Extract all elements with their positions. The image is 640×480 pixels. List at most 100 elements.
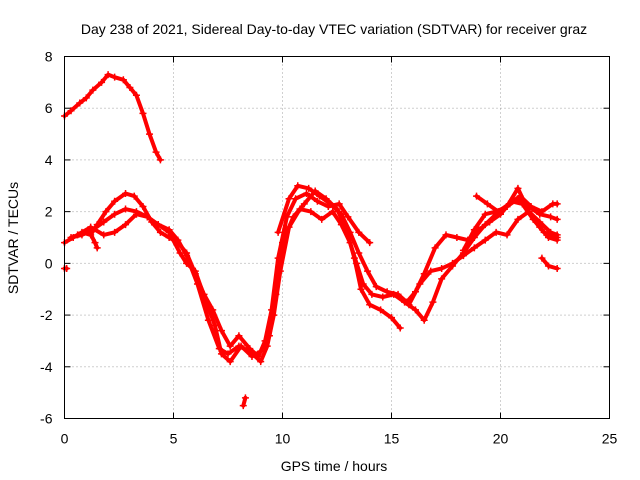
x-tick-label: 0 <box>61 431 69 447</box>
data-point-marker <box>67 107 75 115</box>
data-point-marker <box>111 73 119 81</box>
data-point-marker <box>453 234 461 241</box>
data-point-marker <box>217 350 225 358</box>
data-point-marker <box>156 156 164 164</box>
data-point-marker <box>366 239 374 247</box>
data-point-marker <box>204 316 212 324</box>
data-point-marker <box>383 288 391 296</box>
y-tick-label: 2 <box>45 204 53 220</box>
series-trace <box>75 189 403 364</box>
chart-title: Day 238 of 2021, Sidereal Day-to-day VTE… <box>81 21 587 37</box>
data-point-marker <box>122 205 130 213</box>
data-point-marker <box>100 218 108 226</box>
data-point-marker <box>527 202 535 210</box>
data-point-marker <box>239 402 247 410</box>
data-point-marker <box>217 327 225 335</box>
y-tick-label: 6 <box>45 100 53 116</box>
data-point-marker <box>202 298 210 306</box>
data-point-marker <box>420 316 428 324</box>
data-point-marker <box>547 228 555 236</box>
plot-frame <box>64 56 610 419</box>
data-point-marker <box>272 290 280 298</box>
data-point-marker <box>130 192 138 200</box>
data-point-marker <box>279 239 286 247</box>
data-point-marker <box>226 342 234 350</box>
data-point-marker <box>132 210 140 218</box>
data-point-marker <box>152 148 160 156</box>
data-point-marker <box>93 244 101 252</box>
data-point-marker <box>503 231 511 239</box>
data-point-marker <box>165 228 173 236</box>
series-arc-11 <box>84 226 101 252</box>
data-point-marker <box>372 283 380 291</box>
data-point-marker <box>505 200 513 208</box>
data-point-marker <box>139 202 147 210</box>
data-point-marker <box>377 306 385 314</box>
data-point-marker <box>553 200 561 208</box>
data-point-marker <box>366 301 374 309</box>
data-point-marker <box>350 254 358 262</box>
data-point-marker <box>553 231 561 239</box>
data-point-marker <box>442 231 450 239</box>
data-point-marker <box>316 192 324 200</box>
x-tick-label: 5 <box>170 431 178 447</box>
data-point-marker <box>122 190 130 198</box>
data-point-marker <box>470 244 478 252</box>
data-point-marker <box>368 290 376 298</box>
data-point-marker <box>553 215 561 223</box>
data-point-marker <box>355 249 363 257</box>
data-point-marker <box>538 254 546 262</box>
data-point-marker <box>394 290 402 298</box>
data-point-marker <box>91 239 99 247</box>
data-point-marker <box>224 350 232 358</box>
data-point-marker <box>74 231 82 239</box>
y-tick-label: 8 <box>45 49 53 65</box>
x-axis-label: GPS time / hours <box>281 458 388 474</box>
data-point-marker <box>346 228 354 236</box>
data-point-marker <box>481 210 489 218</box>
data-point-marker <box>431 244 439 252</box>
y-tick-label: 0 <box>45 255 53 271</box>
data-point-marker <box>427 267 435 275</box>
y-axis-label: SDTVAR / TECUs <box>5 182 21 294</box>
data-point-marker <box>146 130 154 138</box>
data-point-marker <box>241 394 249 402</box>
series-arc-12 <box>239 394 249 410</box>
data-point-marker <box>119 76 127 84</box>
data-point-marker <box>139 109 147 117</box>
x-tick-label: 25 <box>602 431 618 447</box>
data-point-marker <box>111 197 119 205</box>
data-point-marker <box>525 208 533 216</box>
data-point-marker <box>111 210 119 218</box>
data-point-marker <box>307 208 315 216</box>
data-point-marker <box>514 215 522 223</box>
series-trace <box>461 186 560 253</box>
y-tick-label: -2 <box>40 307 53 323</box>
data-point-marker <box>300 200 308 208</box>
data-point-marker <box>84 226 92 234</box>
series-arc-8 <box>473 192 561 216</box>
data-point-marker <box>289 213 297 221</box>
data-point-marker <box>100 231 108 239</box>
data-point-marker <box>285 195 293 203</box>
data-point-marker <box>183 252 191 260</box>
data-point-marker <box>538 208 546 216</box>
data-point-marker <box>405 301 413 309</box>
data-point-marker <box>104 71 112 79</box>
data-point-marker <box>364 267 372 275</box>
data-point-marker <box>514 184 522 192</box>
data-point-marker <box>411 306 419 314</box>
data-point-marker <box>237 342 245 350</box>
x-tick-label: 20 <box>493 431 509 447</box>
data-point-marker <box>154 221 162 229</box>
data-point-marker <box>438 265 446 273</box>
data-point-marker <box>318 215 326 223</box>
data-point-marker <box>257 358 265 366</box>
data-point-marker <box>449 259 457 267</box>
data-point-marker <box>183 259 191 267</box>
data-point-marker <box>82 94 90 102</box>
x-tick-label: 10 <box>275 431 291 447</box>
data-point-marker <box>481 236 489 244</box>
data-point-marker <box>294 182 302 190</box>
